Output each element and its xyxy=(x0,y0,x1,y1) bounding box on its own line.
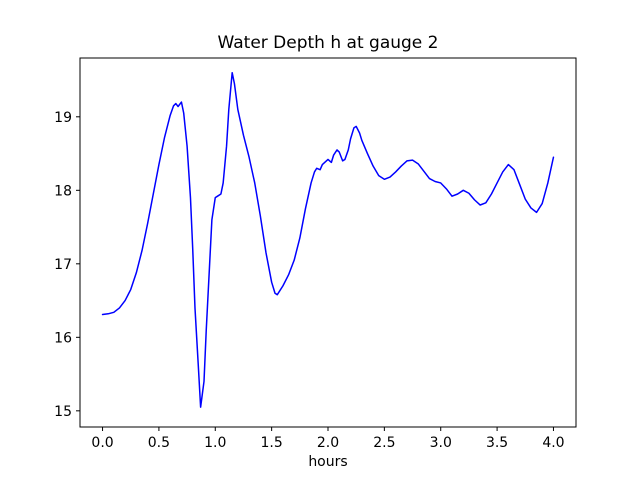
y-tick-label: 18 xyxy=(54,183,72,199)
x-tick-label: 0.0 xyxy=(91,435,113,451)
chart-title: Water Depth h at gauge 2 xyxy=(218,33,439,53)
y-tick-label: 15 xyxy=(54,404,72,420)
data-series-line xyxy=(101,71,555,408)
x-axis-label: hours xyxy=(308,454,347,470)
y-axis-ticks: 15 16 17 18 19 xyxy=(54,110,80,420)
x-tick-label: 3.0 xyxy=(430,435,452,451)
axes-spines xyxy=(79,57,577,428)
x-tick-label: 3.5 xyxy=(486,435,508,451)
y-tick-label: 16 xyxy=(54,330,72,346)
y-tick-label: 19 xyxy=(54,110,72,126)
x-tick-label: 1.0 xyxy=(204,435,226,451)
x-tick-label: 2.5 xyxy=(373,435,395,451)
x-tick-label: 4.0 xyxy=(542,435,564,451)
x-tick-label: 2.0 xyxy=(317,435,339,451)
x-tick-label: 0.5 xyxy=(148,435,170,451)
x-axis-ticks: 0.0 0.5 1.0 1.5 2.0 2.5 3.0 3.5 4.0 xyxy=(91,427,565,451)
x-tick-label: 1.5 xyxy=(261,435,283,451)
plot-frame xyxy=(79,57,577,428)
y-tick-label: 17 xyxy=(54,257,72,273)
